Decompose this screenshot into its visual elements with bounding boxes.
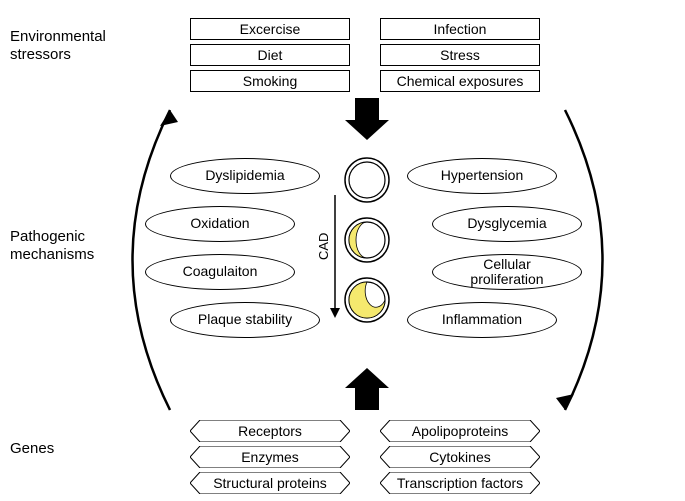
gene-hex: Receptors bbox=[190, 420, 350, 442]
mechanism-ellipse: Inflammation bbox=[407, 302, 557, 338]
mechanism-ellipse: Cellular proliferation bbox=[432, 254, 582, 290]
gene-label: Receptors bbox=[190, 420, 350, 442]
gene-hex: Apolipoproteins bbox=[380, 420, 540, 442]
label-pathogenic: Pathogenic mechanisms bbox=[10, 228, 94, 264]
gene-label: Transcription factors bbox=[380, 472, 540, 494]
gene-hex: Enzymes bbox=[190, 446, 350, 468]
gene-label: Structural proteins bbox=[190, 472, 350, 494]
mechanism-ellipse: Dyslipidemia bbox=[170, 158, 320, 194]
cad-arrow bbox=[330, 195, 340, 318]
stressor-box: Infection bbox=[380, 18, 540, 40]
mechanism-ellipse: Hypertension bbox=[407, 158, 557, 194]
gene-label: Enzymes bbox=[190, 446, 350, 468]
stressor-box: Stress bbox=[380, 44, 540, 66]
vessel-1 bbox=[345, 158, 389, 202]
cad-label: CAD bbox=[316, 233, 331, 260]
label-genes: Genes bbox=[10, 440, 54, 458]
stressor-box: Smoking bbox=[190, 70, 350, 92]
mechanism-ellipse: Plaque stability bbox=[170, 302, 320, 338]
vessel-3 bbox=[345, 278, 389, 322]
mechanism-ellipse: Oxidation bbox=[145, 206, 295, 242]
gene-hex: Structural proteins bbox=[190, 472, 350, 494]
mechanism-ellipse: Coagulaiton bbox=[145, 254, 295, 290]
stressor-box: Excercise bbox=[190, 18, 350, 40]
gene-hex: Transcription factors bbox=[380, 472, 540, 494]
gene-hex: Cytokines bbox=[380, 446, 540, 468]
arrow-down-top bbox=[345, 98, 389, 140]
arrow-up-bottom bbox=[345, 368, 389, 410]
label-environmental: Environmental stressors bbox=[10, 28, 106, 64]
stressor-box: Diet bbox=[190, 44, 350, 66]
diagram-canvas: CAD Environmental stressors Pathogenic m… bbox=[0, 0, 685, 501]
gene-label: Apolipoproteins bbox=[380, 420, 540, 442]
mechanism-ellipse: Dysglycemia bbox=[432, 206, 582, 242]
vessel-2 bbox=[345, 218, 389, 262]
gene-label: Cytokines bbox=[380, 446, 540, 468]
stressor-box: Chemical exposures bbox=[380, 70, 540, 92]
